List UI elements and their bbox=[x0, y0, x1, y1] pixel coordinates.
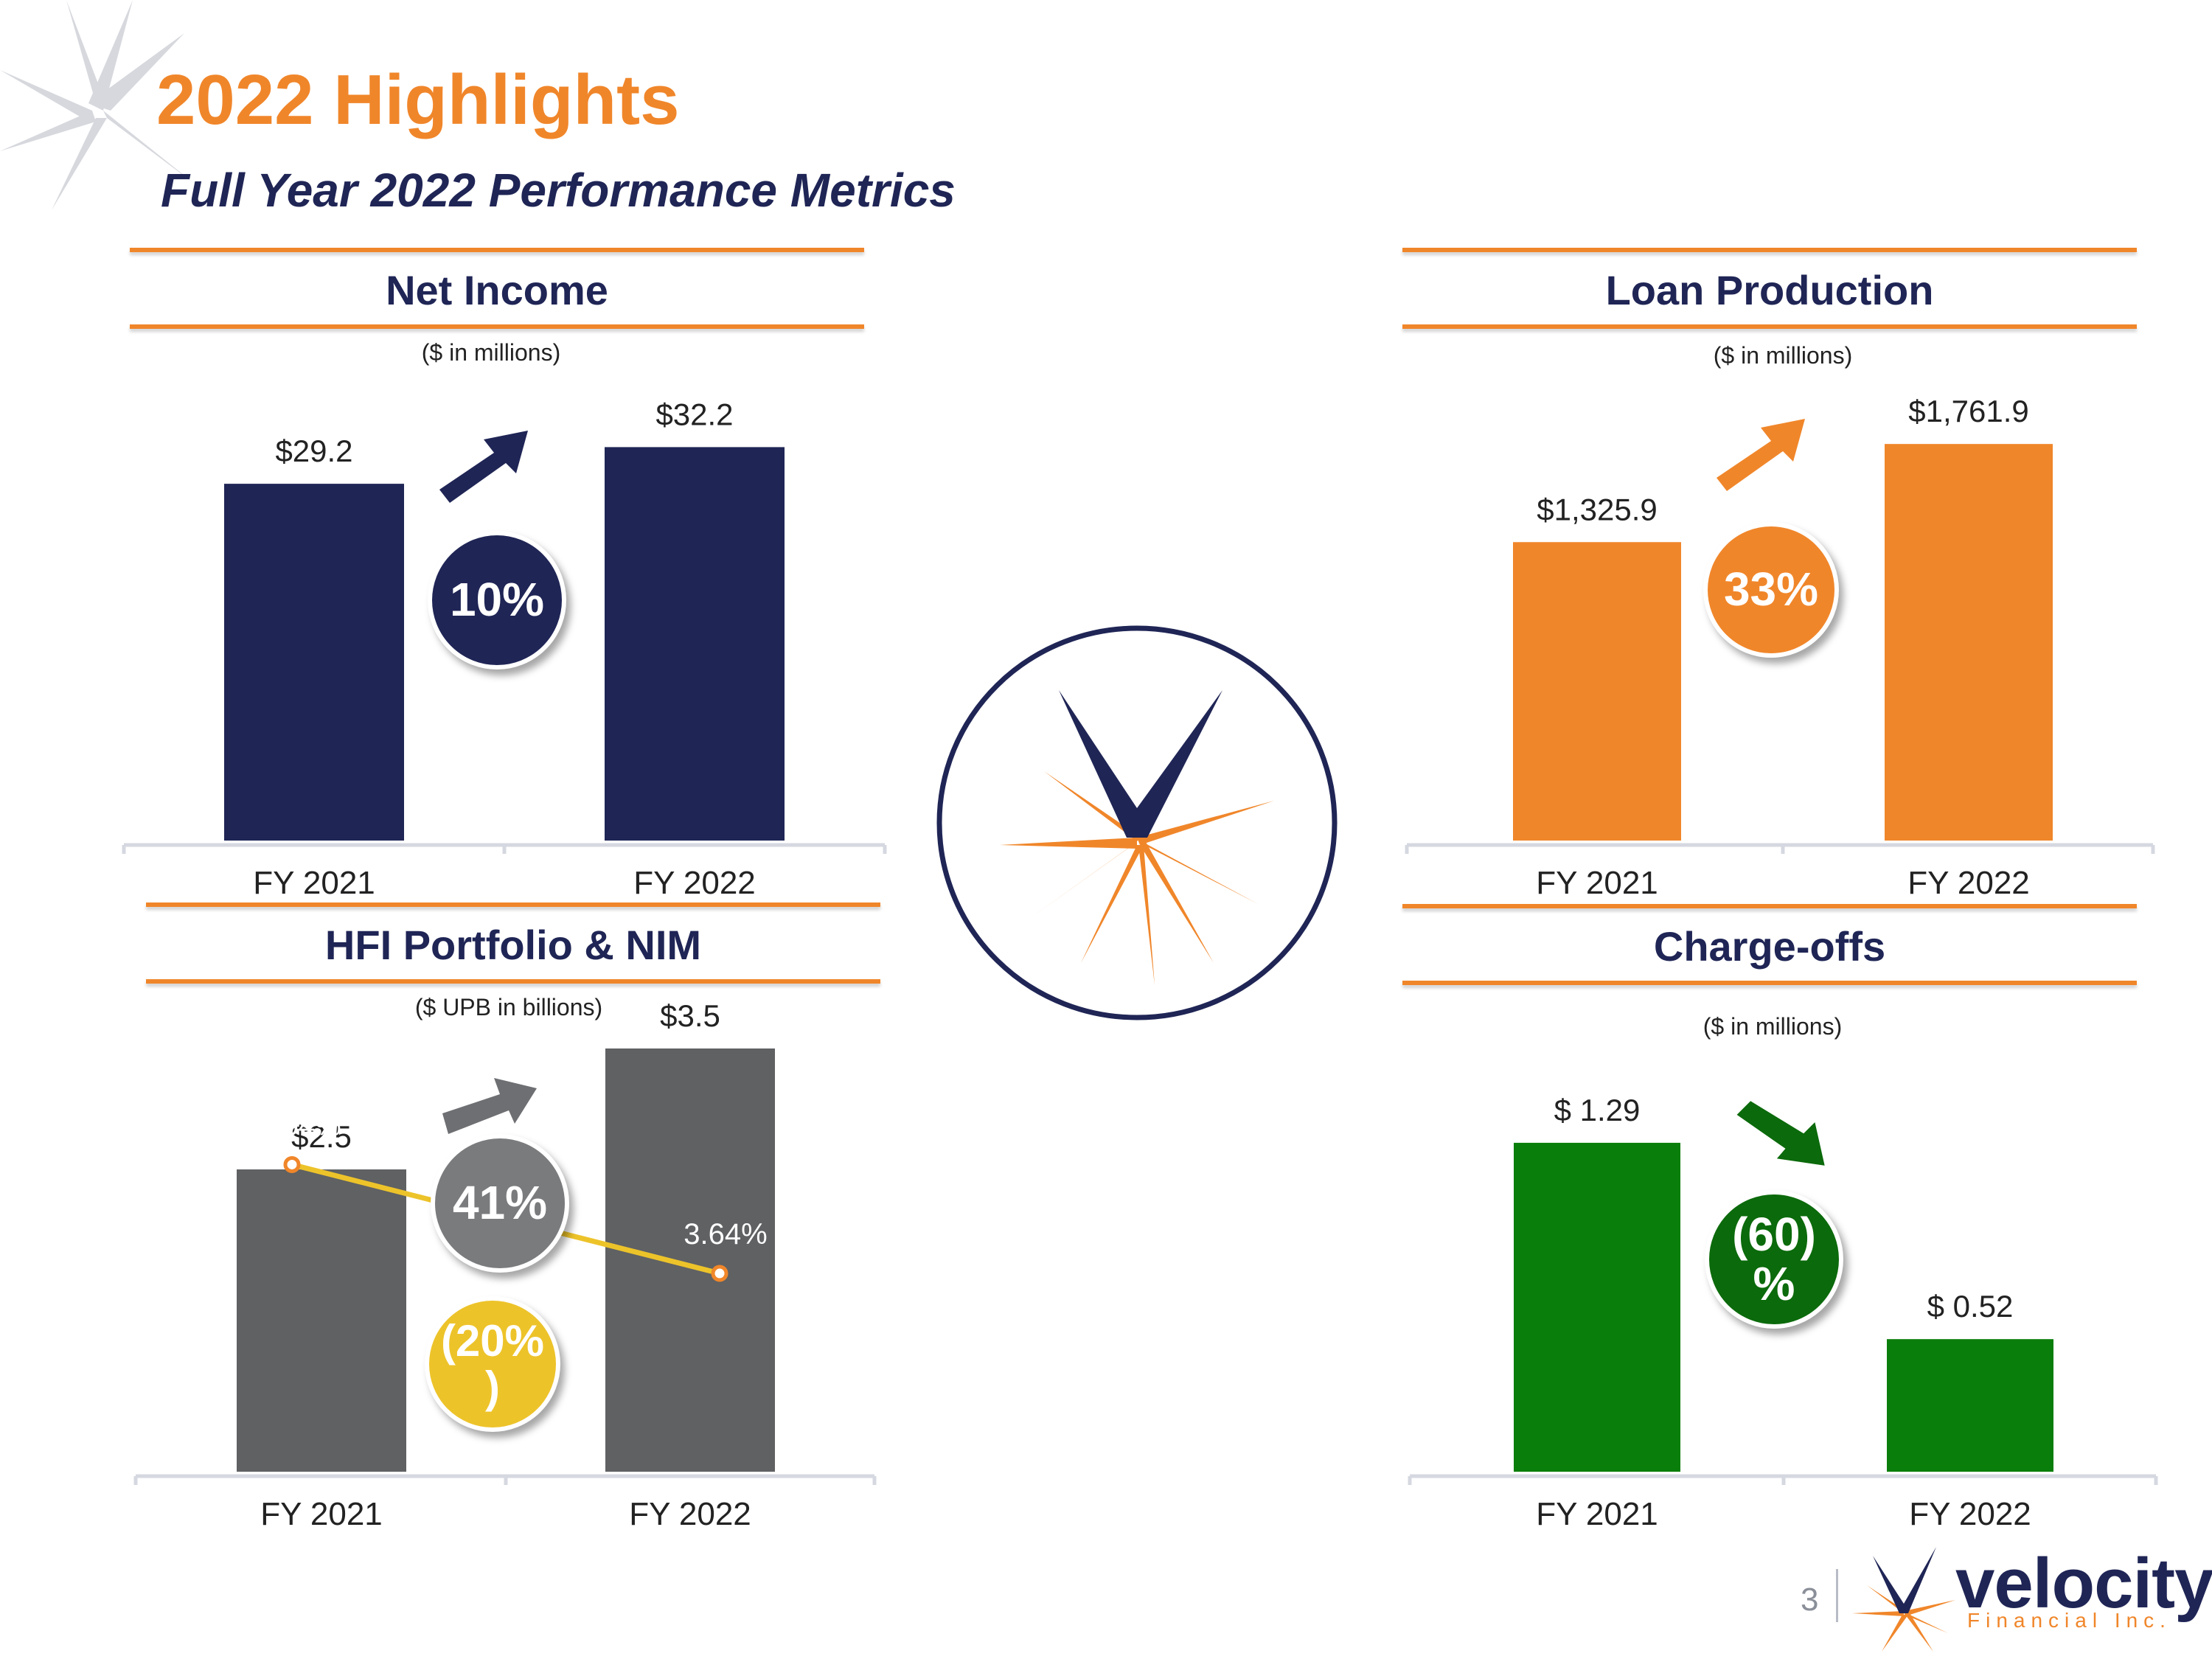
charge-offs-title: Charge-offs bbox=[1653, 923, 1886, 970]
nim-change-badge: (20% ) bbox=[425, 1296, 560, 1432]
nim-point-1 bbox=[711, 1265, 728, 1282]
x-tick-label-net_income-0: FY 2021 bbox=[253, 865, 375, 901]
page-subtitle: Full Year 2022 Performance Metrics bbox=[161, 164, 956, 217]
hfi-unit-note: ($ UPB in billions) bbox=[414, 994, 603, 1020]
loan-production-up-arrow-icon bbox=[1717, 419, 1805, 491]
x-tick-label-hfi_portfolio_nim-0: FY 2021 bbox=[260, 1496, 383, 1532]
page-number: 3 bbox=[1801, 1582, 1819, 1618]
loan-production-change-badge: 33% bbox=[1703, 522, 1839, 658]
data-label-loan_production-0: $1,325.9 bbox=[1537, 492, 1658, 526]
footer-brand-subtitle: Financial Inc. bbox=[1967, 1609, 2171, 1632]
x-tick-label-loan_production-1: FY 2022 bbox=[1907, 865, 2030, 901]
net-income-title: Net Income bbox=[386, 267, 608, 313]
hfi-title: HFI Portfolio & NIM bbox=[324, 922, 702, 968]
data-label-net_income-1: $32.2 bbox=[655, 397, 733, 431]
net-income-unit-note: ($ in millions) bbox=[421, 339, 561, 366]
x-tick-label-charge_offs-1: FY 2022 bbox=[1909, 1496, 2031, 1532]
footer-divider bbox=[1836, 1569, 1838, 1622]
footer-brand-name: velocity bbox=[1955, 1544, 2212, 1623]
loan-production-unit-note: ($ in millions) bbox=[1713, 342, 1853, 369]
x-tick-label-hfi_portfolio_nim-1: FY 2022 bbox=[629, 1496, 751, 1532]
net-income-bottom-rule bbox=[130, 324, 864, 329]
data-label-hfi_portfolio_nim-1: $3.5 bbox=[660, 998, 720, 1033]
charge-offs-unit-note: ($ in millions) bbox=[1703, 1013, 1843, 1040]
page-title: 2022 Highlights bbox=[156, 60, 680, 139]
data-label-loan_production-1: $1,761.9 bbox=[1908, 394, 2029, 428]
bar-net_income-1 bbox=[605, 447, 785, 841]
nim-label-0: 4.54% bbox=[257, 1109, 341, 1141]
hfi-portfolio-chart: $2.5 $3.5 FY 2021 FY 2022 4.54% 3.64% bbox=[133, 998, 877, 1532]
bar-net_income-0 bbox=[224, 484, 404, 841]
net-income-change-badge: 10% bbox=[428, 531, 566, 669]
bar-charge_offs-1 bbox=[1887, 1339, 2053, 1472]
bar-hfi_portfolio_nim-1 bbox=[605, 1048, 775, 1472]
data-label-charge_offs-1: $ 0.52 bbox=[1927, 1289, 2014, 1324]
net-income-up-arrow-icon bbox=[439, 431, 528, 503]
footer-logo-icon bbox=[1852, 1547, 1955, 1652]
bar-hfi_portfolio_nim-0 bbox=[237, 1169, 406, 1472]
net-income-top-rule bbox=[130, 248, 864, 252]
loan-production-bottom-rule bbox=[1402, 324, 2137, 329]
hfi-change-badge: 41% bbox=[431, 1134, 569, 1273]
charge-offs-down-arrow-icon bbox=[1734, 1099, 1827, 1168]
bar-loan_production-1 bbox=[1885, 444, 2053, 841]
x-tick-label-charge_offs-0: FY 2021 bbox=[1536, 1496, 1658, 1532]
charge-offs-chart: $ 1.29 $ 0.52 FY 2021 FY 2022 bbox=[1408, 1093, 2158, 1532]
net-income-chart: $29.2 $32.2 FY 2021 FY 2022 bbox=[122, 397, 887, 901]
x-tick-label-net_income-1: FY 2022 bbox=[633, 865, 756, 901]
bar-charge_offs-0 bbox=[1514, 1142, 1680, 1472]
hfi-bottom-rule bbox=[146, 979, 880, 984]
velocity-emblem-icon bbox=[936, 625, 1338, 1020]
corner-star-icon bbox=[0, 0, 195, 210]
data-label-charge_offs-0: $ 1.29 bbox=[1554, 1093, 1641, 1127]
bar-loan_production-0 bbox=[1513, 542, 1681, 841]
charge-offs-top-rule bbox=[1402, 904, 2137, 908]
hfi-top-rule bbox=[146, 902, 880, 907]
data-label-net_income-0: $29.2 bbox=[275, 434, 352, 468]
x-tick-label-loan_production-0: FY 2021 bbox=[1536, 865, 1658, 901]
data-label-hfi_portfolio_nim-0: $2.5 bbox=[291, 1119, 352, 1154]
loan-production-chart: $1,325.9 $1,761.9 FY 2021 FY 2022 bbox=[1405, 394, 2155, 901]
loan-production-title: Loan Production bbox=[1605, 267, 1934, 313]
charge-offs-change-badge: (60) % bbox=[1705, 1190, 1843, 1329]
nim-label-1: 3.64% bbox=[684, 1218, 767, 1251]
nim-point-0 bbox=[283, 1155, 301, 1173]
hfi-up-arrow-icon bbox=[442, 1078, 537, 1134]
loan-production-top-rule bbox=[1402, 248, 2137, 252]
charge-offs-bottom-rule bbox=[1402, 981, 2137, 985]
